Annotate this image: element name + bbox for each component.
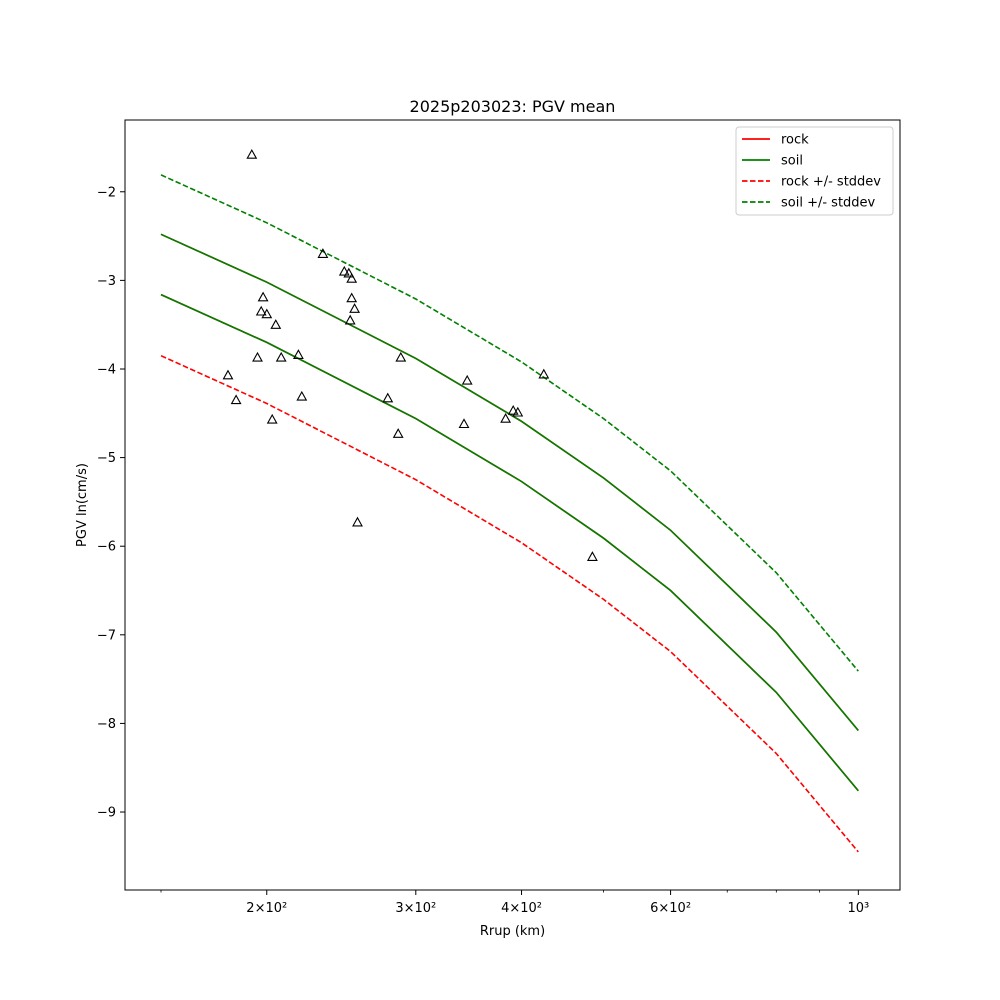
y-tick-label: −9 [97, 806, 116, 821]
observation-marker [538, 368, 550, 379]
observation-marker [461, 374, 473, 385]
observation-marker [230, 394, 242, 405]
observation-marker [507, 404, 519, 415]
y-tick-label: −4 [97, 362, 116, 377]
observation-marker [395, 351, 407, 362]
y-axis-label: PGV ln(cm/s) [75, 463, 90, 547]
observation-marker [317, 248, 329, 258]
observation-marker [275, 351, 287, 362]
x-axis-label: Rrup (km) [480, 924, 545, 939]
observation-marker [222, 369, 234, 380]
observation-marker [349, 303, 361, 313]
observation-marker [338, 265, 350, 276]
observation-marker [500, 412, 512, 423]
x-tick-label: 2×10² [246, 901, 287, 916]
x-tick-label: 3×10² [395, 901, 436, 916]
observation-marker [346, 272, 358, 283]
observation-marker [292, 349, 304, 359]
y-tick-label: −3 [97, 274, 116, 289]
x-tick-label: 10³ [847, 901, 869, 916]
observation-marker [246, 148, 258, 159]
x-tick-label: 4×10² [501, 901, 542, 916]
series-line-1 [160, 233, 859, 732]
observation-marker [392, 428, 404, 438]
legend-label: rock +/- stddev [781, 175, 881, 190]
y-tick-label: −8 [97, 717, 116, 732]
x-tick-label: 6×10² [650, 901, 691, 916]
observation-marker [270, 319, 282, 329]
observation-marker [296, 390, 308, 401]
observation-marker [512, 406, 524, 417]
y-tick-label: −5 [97, 451, 116, 466]
series-line-4 [160, 354, 859, 853]
observation-marker [252, 351, 263, 362]
observation-marker [257, 291, 269, 302]
legend-label: rock [781, 133, 809, 148]
observation-marker [346, 292, 358, 303]
observation-marker [255, 305, 267, 316]
legend-label: soil [781, 154, 803, 169]
observation-marker [352, 516, 363, 527]
observation-marker [344, 314, 356, 325]
legend-box [735, 126, 894, 216]
legend-label: soil +/- stddev [781, 196, 876, 211]
observation-marker [586, 551, 598, 561]
observation-marker [458, 418, 470, 429]
y-tick-label: −6 [97, 540, 116, 555]
chart-title: 2025p203023: PGV mean [410, 97, 616, 116]
observation-marker [261, 308, 273, 319]
axes-frame [124, 119, 901, 891]
y-tick-label: −2 [97, 185, 116, 200]
series-line-5 [160, 174, 859, 672]
series-line-3 [160, 293, 859, 792]
observation-marker [343, 267, 355, 278]
observation-marker [266, 413, 278, 424]
observation-marker [382, 392, 394, 403]
y-tick-label: −7 [97, 628, 116, 643]
legend: rock soil rock +/- stddev soil +/- stddev [735, 126, 894, 216]
